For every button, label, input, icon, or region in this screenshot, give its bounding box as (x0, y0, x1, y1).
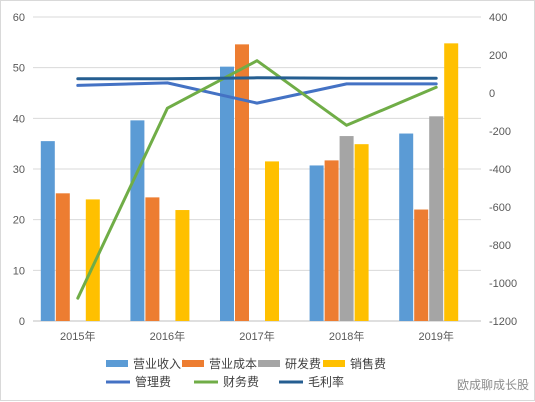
bar (414, 209, 429, 321)
legend-label: 营业成本 (209, 357, 257, 371)
bar (429, 116, 444, 321)
right-tick-label: -800 (489, 240, 511, 252)
line-series (76, 81, 438, 105)
right-tick-label: -200 (489, 126, 511, 138)
bar (220, 66, 234, 321)
line-series-group (76, 59, 438, 300)
x-tick-label: 2015年 (60, 329, 95, 343)
bar (235, 44, 249, 322)
bar (444, 43, 459, 321)
bar (399, 133, 414, 321)
legend-label: 销售费 (350, 356, 386, 371)
right-axis-ticks: -1200 -1000 -800 -600 -400 -200 0 200 400 (489, 12, 517, 328)
legend-label: 营业收入 (133, 357, 181, 371)
bar (130, 120, 145, 321)
bar (354, 144, 369, 321)
right-tick-label: 0 (489, 88, 495, 100)
bar (55, 193, 70, 321)
legend-swatch (258, 360, 280, 367)
right-tick-label: 400 (489, 12, 507, 24)
left-tick-label: 10 (13, 265, 25, 277)
x-tick-label: 2016年 (150, 329, 185, 343)
line-series (76, 76, 438, 81)
gridlines (33, 16, 481, 322)
watermark: 欧成聊成长股 (457, 378, 529, 392)
right-tick-label: -1200 (489, 316, 517, 328)
right-tick-label: -1000 (489, 278, 517, 290)
left-tick-label: 30 (13, 164, 25, 176)
x-axis-ticks: 2015年 2016年 2017年 2018年 2019年 (60, 329, 454, 343)
bar (265, 161, 279, 321)
legend-label: 财务费 (223, 374, 259, 389)
left-axis-ticks: 0 10 20 30 40 50 60 (13, 12, 25, 328)
left-tick-label: 60 (13, 12, 25, 24)
bar (324, 160, 339, 321)
legend-label: 毛利率 (308, 374, 344, 389)
right-tick-label: 200 (489, 50, 507, 62)
left-tick-label: 0 (19, 316, 25, 328)
bar (175, 210, 190, 321)
legend-swatch (323, 360, 345, 367)
legend-label: 研发费 (285, 356, 321, 371)
bar (309, 165, 324, 321)
line-series (76, 59, 438, 300)
bar (145, 197, 160, 321)
right-tick-label: -400 (489, 164, 511, 176)
x-tick-label: 2017年 (239, 329, 274, 343)
left-tick-label: 20 (13, 215, 25, 227)
right-tick-label: -600 (489, 202, 511, 214)
bar (40, 141, 55, 321)
legend-swatch (182, 360, 204, 367)
bar (339, 136, 354, 321)
left-tick-label: 50 (13, 63, 25, 75)
bar (85, 199, 100, 321)
x-tick-label: 2018年 (329, 329, 364, 343)
left-tick-label: 40 (13, 113, 25, 125)
x-tick-label: 2019年 (418, 329, 453, 343)
legend-swatch (106, 360, 128, 367)
bar-series-group (40, 43, 459, 322)
legend-label: 管理费 (135, 374, 171, 389)
